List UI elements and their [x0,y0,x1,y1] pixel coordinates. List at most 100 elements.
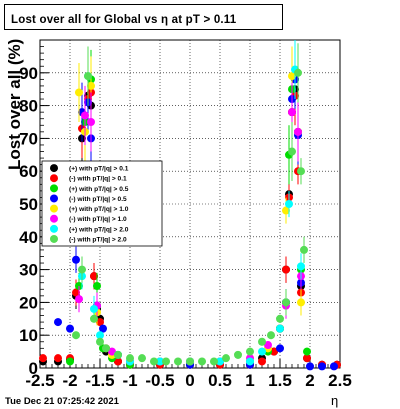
y-axis-label: Lost over all (%) [5,38,24,170]
data-point [306,362,314,371]
x-tick-label: -2.5 [25,371,54,390]
data-point [102,344,110,353]
series-7 [72,43,308,366]
y-tick-label: 60 [19,162,38,181]
data-point [210,357,218,366]
legend-marker [50,234,58,243]
y-tick-label: 70 [19,129,38,148]
axis-ticks: -2.5 -2 -1.5 -1 -0.5 0 0.5 1 1.5 2 2.5 0 10 20 30 40 50 6… [19,39,352,390]
data-point [294,68,302,77]
data-point [282,206,290,215]
data-point [303,354,311,363]
data-point [186,357,194,366]
data-point [285,200,293,208]
y-tick-label: 30 [19,261,38,280]
data-point [267,331,275,340]
legend-marker [50,204,58,213]
data-point [75,295,83,304]
data-point [54,354,62,363]
data-point [114,357,122,366]
data-point [54,318,62,327]
data-point [246,357,254,366]
legend-entry: (+) with pT/|q| > 2.0 [69,226,129,233]
data-point [258,357,266,366]
legend-box [41,160,163,247]
data-point [78,265,86,274]
data-point [270,347,278,356]
legend-entry: (-) with pT/|q| > 1.0 [69,216,127,223]
data-point [114,350,122,359]
data-point [156,357,164,366]
x-tick-label: 0 [185,371,194,390]
data-point [96,337,104,346]
timestamp: Tue Dec 21 07:25:42 2021 [5,396,119,407]
data-point [222,354,230,363]
legend-entry: (-) with pT/|q| > 0.1 [69,176,127,183]
legend-entry: (+) with pT/|q| > 0.5 [69,186,129,193]
legend-marker [50,174,58,183]
data-point [258,347,266,356]
data-point [294,127,302,136]
data-point [288,108,296,117]
data-point [150,357,158,366]
data-point [297,298,305,307]
legend-marker [50,164,58,173]
data-point [108,347,116,356]
x-tick-label: -0.5 [145,371,174,390]
data-point [174,357,182,366]
y-tick-label: 20 [19,293,38,312]
legend-marker [50,214,58,223]
data-point [300,245,308,254]
data-point [39,354,47,363]
data-point [72,331,80,340]
data-points [39,40,341,371]
data-point [162,357,170,366]
data-point [138,354,146,363]
y-tick-label: 0 [29,359,38,378]
data-point [90,314,98,323]
data-point [276,314,284,323]
x-tick-label: 1.5 [268,371,292,390]
data-point [297,167,305,176]
data-point [90,304,98,313]
y-tick-label: 40 [19,228,38,247]
legend-marker [50,224,58,233]
x-tick-label: -2 [62,371,77,390]
y-tick-label: 50 [19,195,38,214]
x-axis-label: η [331,393,339,408]
data-point [258,337,266,346]
y-tick-label: 10 [19,326,38,345]
data-point [276,344,284,353]
data-point [246,347,254,356]
data-point [87,81,95,90]
data-point [282,298,290,307]
data-point [276,324,284,333]
data-point [96,318,104,327]
data-point [84,72,92,81]
data-point [216,357,224,366]
data-point [99,324,107,333]
data-point [264,341,272,350]
data-point [66,324,74,333]
x-tick-label: 2.5 [328,371,352,390]
x-tick-label: -1.5 [85,371,114,390]
chart-title-box: Lost over all for Global vs η at pT > 0.… [4,4,283,30]
legend-entry: (+) with pT/|q| > 0.1 [69,166,129,173]
legend: (+) with pT/|q| > 0.1 (-) with pT/|q| > 0… [41,160,163,247]
data-point [288,72,296,81]
data-point [93,282,101,290]
data-point [288,147,296,156]
y-tick-label: 80 [19,97,38,116]
data-point [90,272,98,281]
data-point [75,88,83,97]
legend-entry: (+) with pT/|q| > 1.0 [69,206,129,213]
data-point [81,111,89,120]
data-point [66,357,74,366]
x-tick-label: 1 [245,371,254,390]
data-point [72,255,80,264]
data-point [87,118,95,126]
legend-entry: (-) with pT/|q| > 2.0 [69,236,127,243]
data-point [126,354,134,363]
data-point [72,288,80,297]
